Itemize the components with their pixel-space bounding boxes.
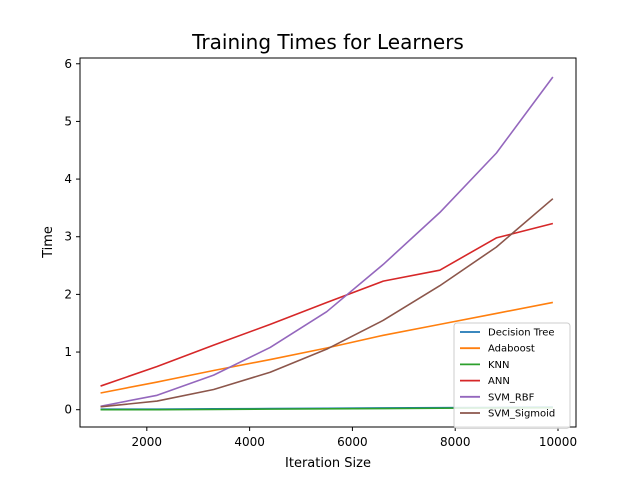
y-tick-label: 6 xyxy=(64,57,72,71)
legend-label-adaboost: Adaboost xyxy=(488,344,535,355)
y-tick-label: 1 xyxy=(64,345,72,359)
x-tick-label: 4000 xyxy=(234,435,265,449)
x-tick-label: 8000 xyxy=(440,435,471,449)
series-line-ann xyxy=(100,222,554,387)
series-line-adaboost xyxy=(100,301,554,394)
x-tick-label: 6000 xyxy=(337,435,368,449)
chart-title: Training Times for Learners xyxy=(191,30,464,54)
y-tick-label: 2 xyxy=(64,287,72,301)
legend-label-svm-rbf: SVM_RBF xyxy=(488,392,535,403)
y-tick-label: 0 xyxy=(64,403,72,417)
legend-box xyxy=(453,322,571,429)
legend-label-ann: ANN xyxy=(488,376,510,387)
x-tick-label: 2000 xyxy=(132,435,163,449)
legend-label-knn: KNN xyxy=(488,360,510,371)
legend: Decision Tree Adaboost KNN ANN SVM_RBF SVM_Si… xyxy=(453,322,571,429)
series-line-svm-sigmoid xyxy=(100,198,554,408)
plot-frame xyxy=(79,57,577,428)
axes-layer: 2000 4000 6000 8000 10000 0 1 2 3 4 5 6 xyxy=(64,57,577,449)
y-tick-label: 3 xyxy=(64,230,72,244)
y-tick-label: 5 xyxy=(64,114,72,128)
x-axis-label: Iteration Size xyxy=(285,456,371,471)
legend-label-svm-sigmoid: SVM_Sigmoid xyxy=(488,409,555,420)
legend-label-decision-tree: Decision Tree xyxy=(488,328,555,339)
x-tick-label: 10000 xyxy=(539,435,577,449)
series-layer xyxy=(100,76,554,411)
y-tick-label: 4 xyxy=(64,172,72,186)
series-line-svm-rbf xyxy=(100,76,554,408)
y-axis-label: Time xyxy=(41,226,56,259)
